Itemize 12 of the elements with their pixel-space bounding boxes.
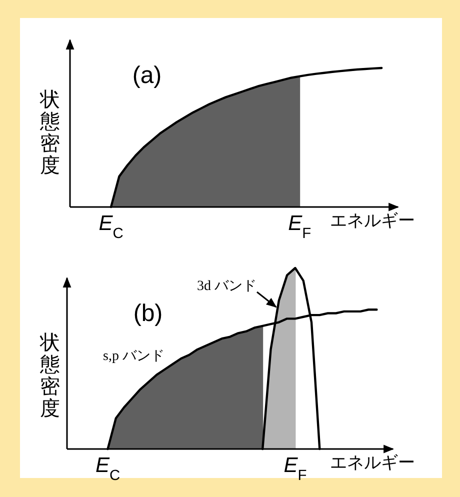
x-tick-label: E$_{C}$ — [98, 212, 124, 242]
annotation: s,p バンド — [103, 349, 164, 364]
annotation: (a) — [132, 62, 162, 89]
x-tick-label: E$_{F}$ — [288, 212, 312, 242]
x-tick-label: E$_{C}$ — [95, 454, 120, 484]
y-axis-title: 状態密度 — [39, 332, 60, 420]
x-axis-title: エネルギー — [330, 211, 415, 230]
annotation: 3d バンド — [197, 279, 256, 294]
x-axis-title: エネルギー — [330, 453, 415, 472]
y-axis-title: 状態密度 — [39, 89, 60, 177]
x-tick-label: E$_{F}$ — [284, 454, 307, 484]
annotation: (b) — [133, 300, 163, 327]
